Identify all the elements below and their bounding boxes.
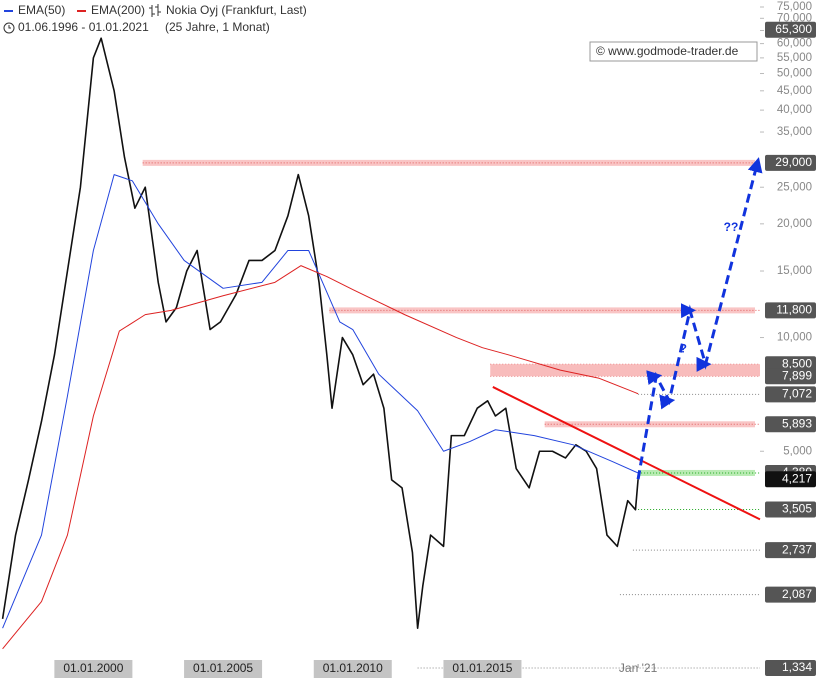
projection xyxy=(636,157,763,480)
level-label-box xyxy=(765,542,816,559)
level-label-box xyxy=(765,501,816,518)
y-tick-label: 10,000 xyxy=(777,332,812,344)
y-tick-label: 45,000 xyxy=(777,85,812,97)
instrument: Nokia Oyj (Frankfurt, Last) xyxy=(166,3,307,17)
annotation: ?? xyxy=(724,220,739,234)
level-label: 7,899 xyxy=(782,368,812,382)
y-tick-label: 15,000 xyxy=(777,265,812,277)
x-tick-label: Jan '21 xyxy=(619,661,658,675)
header: EMA(50) EMA(200) Nokia Oyj (Frankfurt, L… xyxy=(3,3,307,34)
y-tick-label: 35,000 xyxy=(777,126,812,138)
x-tick-label: 01.01.2010 xyxy=(323,661,383,675)
legend-label: EMA(50) xyxy=(18,3,65,17)
level-label-box xyxy=(765,302,816,319)
x-tick-box xyxy=(184,660,263,678)
level-band xyxy=(638,469,755,476)
level-label-box xyxy=(765,356,816,373)
ema-line xyxy=(2,265,639,650)
level-band xyxy=(329,307,755,314)
duration: (25 Jahre, 1 Monat) xyxy=(165,20,270,34)
annotation: ? xyxy=(680,342,687,356)
resistance-zone xyxy=(490,364,760,377)
y-tick-label: 60,000 xyxy=(777,38,812,50)
copyright: © www.godmode-trader.de xyxy=(596,44,739,58)
level-label-box xyxy=(765,154,816,171)
y-tick-label: 75,000 xyxy=(777,1,812,13)
x-tick-label: 01.01.2005 xyxy=(193,661,253,675)
trendline xyxy=(492,386,761,521)
x-tick-box xyxy=(54,660,133,678)
level-label-box xyxy=(765,386,816,403)
y-tick-label: 55,000 xyxy=(777,52,812,64)
level-label: 3,505 xyxy=(782,502,812,516)
level-label-box xyxy=(765,471,816,488)
level-label-box xyxy=(765,21,816,38)
level-label-box xyxy=(765,660,816,676)
x-tick-label: 01.01.2015 xyxy=(452,661,512,675)
level-label: 2,737 xyxy=(782,542,812,556)
period: 01.06.1996 - 01.01.2021 xyxy=(18,20,149,34)
level-label-box xyxy=(765,368,816,385)
clock-hand xyxy=(8,25,11,29)
level-label: 8,500 xyxy=(782,356,812,370)
x-tick-label: 01.01.2000 xyxy=(63,661,123,675)
legend-label: EMA(200) xyxy=(91,3,145,17)
price-line xyxy=(1,37,639,630)
x-tick-box xyxy=(443,660,522,678)
y-tick-label: 50,000 xyxy=(777,68,812,80)
level-label-box xyxy=(765,416,816,433)
level-label: 4,217 xyxy=(782,471,812,485)
clock-icon xyxy=(3,22,15,34)
copyright-box xyxy=(589,41,758,62)
level-label-box xyxy=(765,586,816,603)
y-tick-label: 25,000 xyxy=(777,181,812,193)
ema-line xyxy=(2,174,639,629)
level-label: 7,072 xyxy=(782,387,812,401)
level-label: 29,000 xyxy=(775,155,812,169)
y-tick-label: 20,000 xyxy=(777,218,812,230)
bar-icon xyxy=(149,4,161,17)
level-label: 5,893 xyxy=(782,416,812,430)
y-tick-label: 5,000 xyxy=(783,445,812,457)
level-label: 1,334 xyxy=(782,660,812,674)
x-tick-box xyxy=(313,660,392,678)
y-tick-label: 70,000 xyxy=(777,12,812,24)
level-label: 65,300 xyxy=(775,22,812,36)
level-label: 2,087 xyxy=(782,587,812,601)
y-tick-label: 40,000 xyxy=(777,104,812,116)
level-label: 11,800 xyxy=(776,303,812,317)
